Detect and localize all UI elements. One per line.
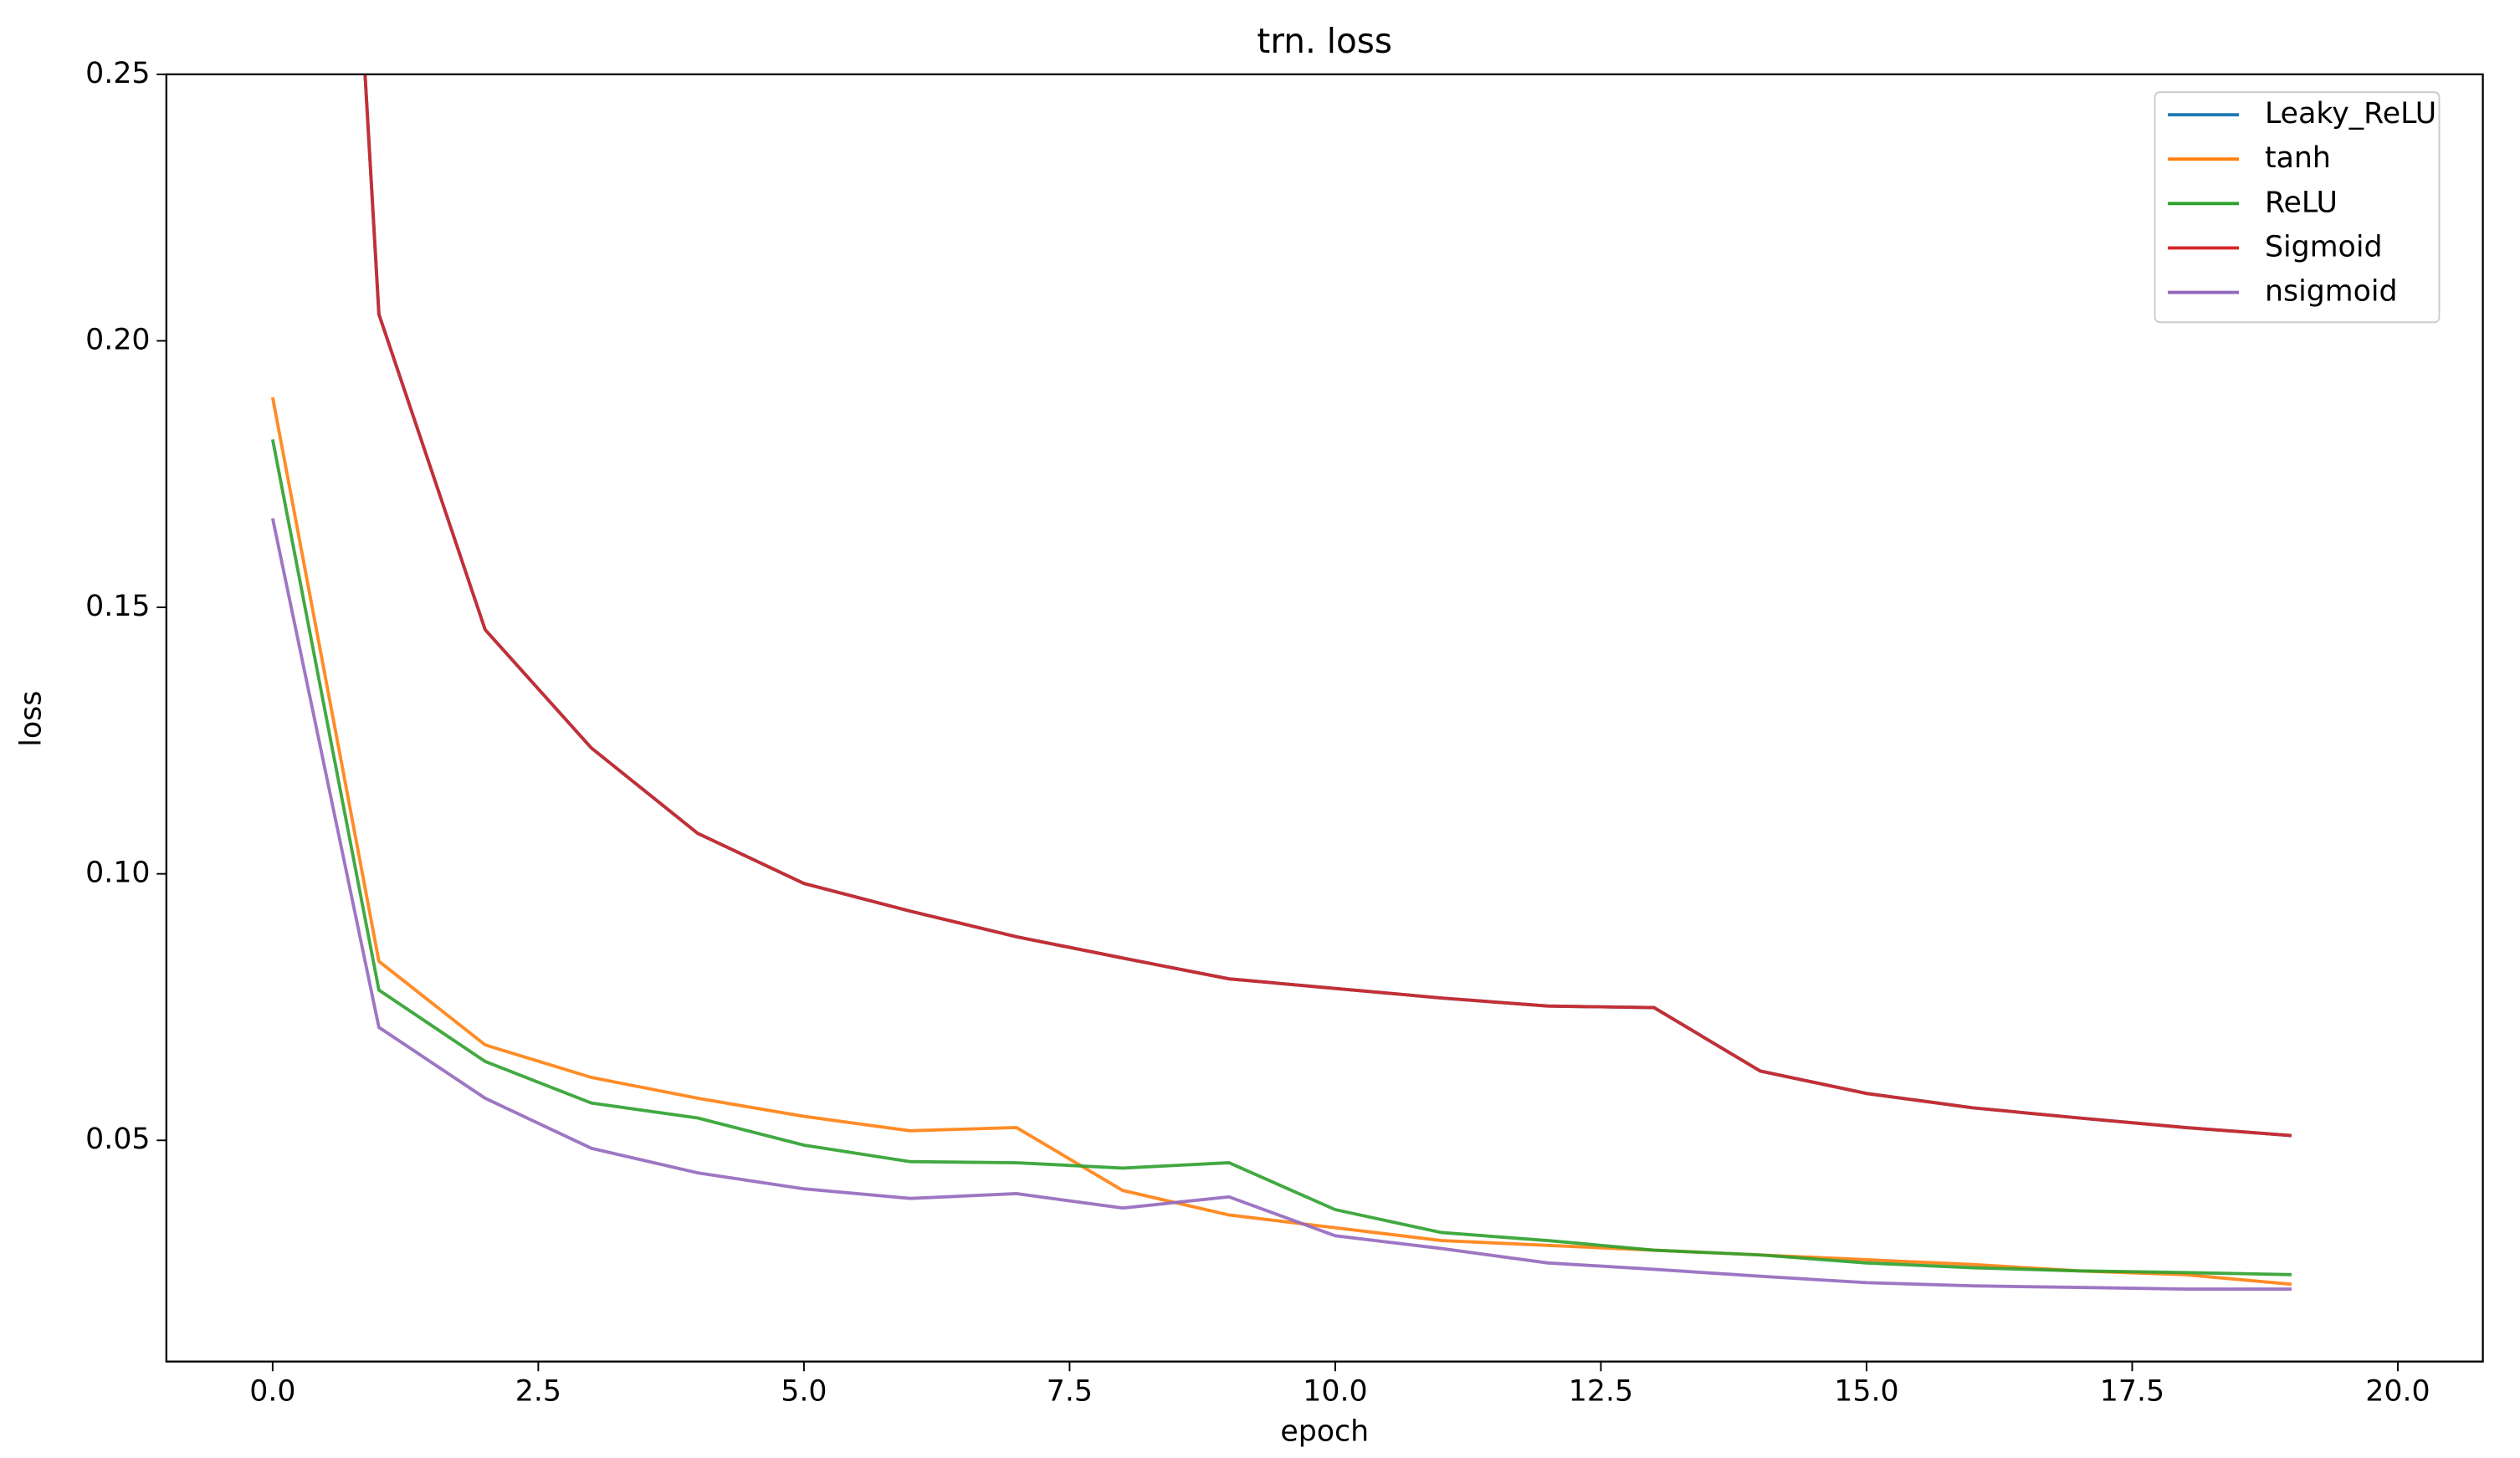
x-tick-label: 10.0 [1303,1374,1367,1408]
y-tick-label: 0.10 [85,857,150,890]
x-tick-label: 17.5 [2100,1374,2164,1408]
legend-label: ReLU [2265,186,2338,219]
axes-frame [165,73,2484,1363]
x-axis-label: epoch [1280,1415,1369,1449]
legend-label: Sigmoid [2265,230,2383,263]
legend-label: nsigmoid [2265,275,2398,309]
x-tick-label: 5.0 [781,1374,827,1408]
line-series [270,438,2292,1276]
x-tick-label: 7.5 [1047,1374,1093,1408]
x-tick-label: 12.5 [1569,1374,1633,1408]
line-series [270,396,2292,1287]
line-series [363,74,2292,1138]
y-axis-label: loss [15,691,49,747]
legend-label: Leaky_ReLU [2265,97,2436,130]
y-tick-label: 0.20 [85,323,150,356]
legend-box [2154,91,2441,324]
x-tick-label: 15.0 [1834,1374,1898,1408]
chart-title: trn. loss [1257,21,1392,61]
x-tick-label: 20.0 [2365,1374,2430,1408]
plot-area [270,74,2292,1291]
line-series [363,74,2292,1138]
y-tick-label: 0.25 [85,57,150,90]
x-tick-label: 0.0 [249,1374,295,1408]
y-tick-label: 0.15 [85,590,150,623]
line-series [270,518,2292,1291]
legend-label: tanh [2265,141,2331,175]
x-tick-label: 2.5 [515,1374,561,1408]
y-tick-label: 0.05 [85,1123,150,1156]
